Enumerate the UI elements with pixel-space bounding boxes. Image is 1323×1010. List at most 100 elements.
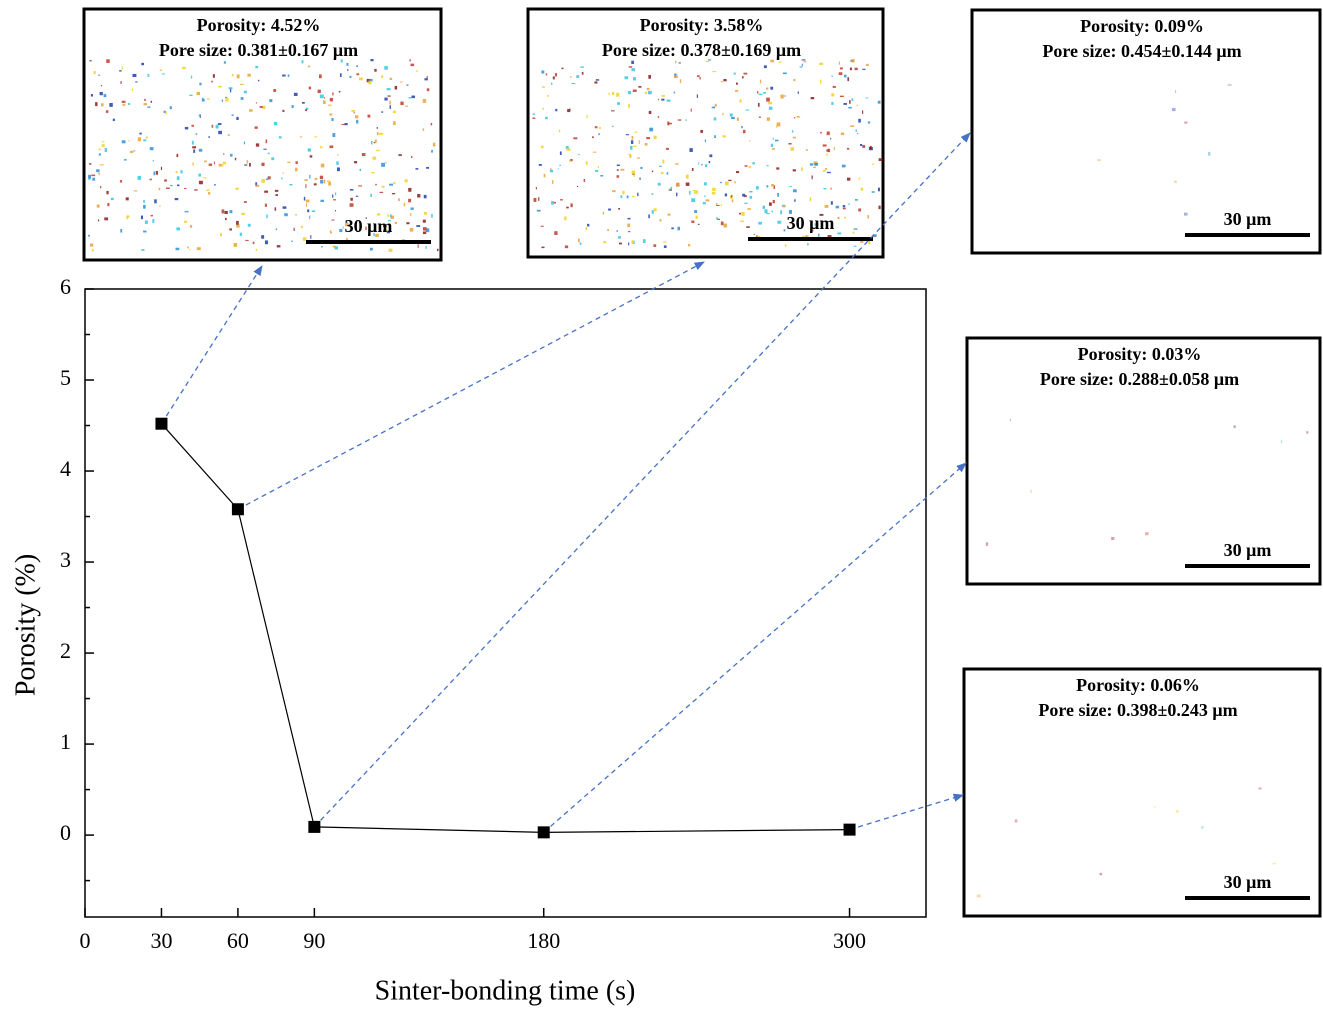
pore-dot: [612, 190, 616, 193]
pore-dot: [319, 94, 324, 99]
pore-dot: [311, 210, 316, 213]
pore-dot: [411, 156, 413, 158]
pore-dot: [648, 110, 652, 115]
pore-dot: [759, 79, 762, 84]
pore-dot: [771, 210, 774, 213]
pore-dot: [858, 177, 861, 180]
x-tick-label: 0: [80, 928, 91, 953]
pore-dot: [631, 240, 634, 244]
pore-dot: [368, 80, 372, 85]
pore-dot: [541, 246, 545, 249]
pore-dot: [628, 242, 630, 246]
pore-dot: [696, 75, 700, 77]
pore-dot: [549, 168, 552, 170]
pore-dot: [851, 59, 855, 63]
pore-dot: [576, 75, 580, 78]
arrow: [313, 132, 971, 828]
pore-dot: [417, 244, 419, 248]
pore-dot: [264, 240, 269, 245]
x-axis-title: Sinter-bonding time (s): [375, 975, 636, 1006]
pore-dot: [663, 241, 667, 243]
pore-dot: [720, 221, 724, 226]
pore-dot: [359, 77, 363, 81]
pore-dot: [321, 246, 323, 248]
pore-dot: [770, 86, 774, 90]
pore-dot: [243, 90, 247, 94]
pore-dot: [371, 171, 375, 174]
pore-dot: [184, 188, 187, 190]
pore-dot: [853, 228, 858, 230]
pore-dot: [97, 219, 100, 222]
pore-dot: [382, 225, 387, 228]
pore-dot: [580, 66, 584, 68]
pore-dot: [176, 153, 179, 158]
pore-dot: [381, 111, 384, 113]
pore-dot: [243, 201, 247, 203]
inset-pore-size: Pore size: 0.454±0.144 μm: [1042, 41, 1241, 61]
pore-dot: [602, 211, 605, 215]
pore-dot: [661, 98, 665, 101]
pore-dot: [669, 189, 672, 191]
pore-dot: [248, 163, 251, 167]
pore-dot: [416, 70, 418, 72]
x-tick-label: 180: [527, 928, 560, 953]
pore-dot: [255, 248, 257, 252]
pore-dot: [408, 97, 412, 99]
pore-dot: [319, 175, 324, 180]
pore-dot: [720, 204, 723, 207]
pore-dot: [101, 141, 105, 143]
pore-dot: [218, 163, 223, 167]
pore-dot: [302, 101, 305, 104]
pore-dot: [698, 162, 700, 165]
pore-dot: [723, 223, 728, 228]
pore-dot: [98, 172, 100, 175]
pore-dot: [842, 205, 846, 208]
pore-dot: [788, 143, 792, 145]
pore-dot: [236, 224, 240, 228]
pore-dot: [1175, 810, 1179, 813]
pore-dot: [229, 228, 232, 231]
pore-dot: [768, 106, 773, 110]
pore-dot: [728, 179, 732, 182]
pore-dot: [255, 65, 259, 69]
pore-dot: [243, 141, 246, 145]
pore-dot: [274, 189, 279, 192]
pore-dot: [282, 172, 284, 174]
pore-dot: [701, 164, 703, 166]
pore-dot: [383, 229, 388, 232]
pore-dot: [140, 215, 144, 220]
pore-dot: [878, 158, 883, 161]
pore-dot: [714, 135, 716, 139]
pore-dot: [422, 128, 425, 131]
pore-dot: [190, 75, 193, 79]
pore-dot: [731, 116, 735, 120]
pore-dot: [822, 170, 826, 172]
pore-dot: [611, 110, 615, 112]
pore-dot: [309, 155, 313, 158]
pore-dot: [744, 202, 748, 204]
pore-dot: [165, 110, 167, 115]
marker: [843, 823, 856, 836]
pore-dot: [631, 60, 634, 64]
pore-dot: [608, 208, 611, 211]
pore-dot: [768, 202, 772, 206]
pore-dot: [379, 132, 383, 135]
pore-dot: [98, 74, 100, 76]
pore-dot: [119, 180, 123, 183]
pore-dot: [305, 109, 308, 112]
pore-dot: [353, 111, 355, 114]
pore-dot: [265, 178, 269, 181]
pore-dot: [379, 191, 384, 194]
pore-dot: [214, 183, 216, 186]
pore-dot: [187, 246, 189, 249]
pore-dot: [628, 66, 633, 68]
pore-dot: [598, 126, 601, 129]
pore-dot: [535, 187, 537, 190]
pore-dot: [616, 169, 619, 171]
pore-dot: [331, 118, 334, 121]
pore-dot: [632, 173, 635, 175]
pore-dot: [766, 165, 769, 167]
pore-dot: [370, 59, 374, 62]
pore-dot: [346, 63, 349, 66]
pore-dot: [646, 87, 650, 91]
